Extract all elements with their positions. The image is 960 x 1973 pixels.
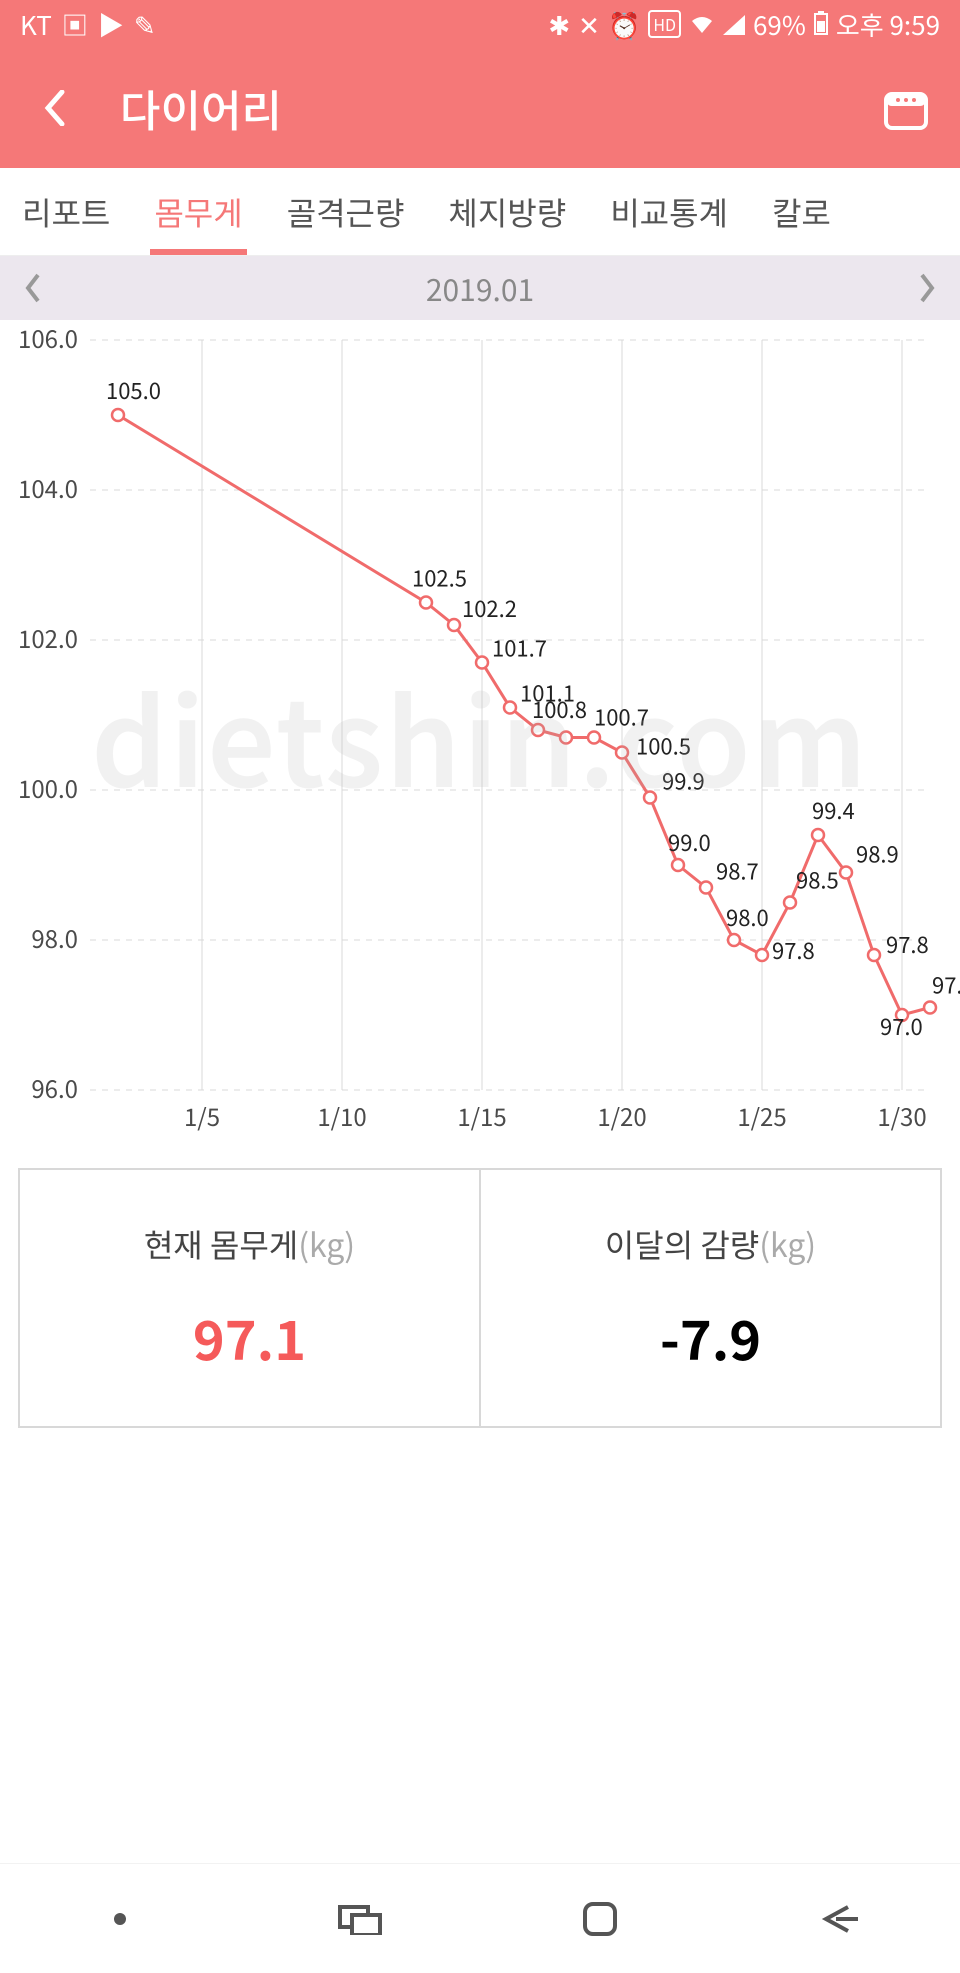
svg-text:105.0: 105.0 [106,374,161,406]
svg-text:98.9: 98.9 [856,838,899,870]
svg-text:97.1: 97.1 [932,969,960,1001]
svg-text:1/10: 1/10 [317,1098,366,1133]
tab-1[interactable]: 몸무게 [132,168,264,255]
gallery-icon: ▣ [62,6,88,43]
hd-icon: HD [648,10,681,38]
home-button[interactable] [570,1889,630,1949]
status-bar: KT ▣ ▶ ✎ ✱ ✕ ⏰ HD 69% 오후 9:59 [0,0,960,48]
mute-icon: ✕ [578,6,600,43]
svg-text:100.5: 100.5 [636,730,691,762]
svg-text:100.8: 100.8 [532,693,587,725]
tab-3[interactable]: 체지방량 [426,168,588,255]
weight-chart: 96.0 98.0 100.0 102.0 104.0 106.0 1/5 1/10 1/15 1… [0,320,960,1150]
svg-text:102.2: 102.2 [462,592,517,624]
calendar-button[interactable] [882,84,930,132]
feather-icon: ✎ [134,6,156,43]
svg-text:98.7: 98.7 [716,855,759,887]
tab-2[interactable]: 골격근량 [265,168,427,255]
svg-text:100.0: 100.0 [18,770,78,805]
svg-text:97.0: 97.0 [880,1010,923,1042]
current-weight-card: 현재 몸무게(kg) 97.1 [20,1170,481,1426]
prev-month-button[interactable] [24,262,42,314]
svg-text:101.7: 101.7 [492,632,547,664]
svg-text:97.8: 97.8 [886,928,929,960]
alarm-icon: ⏰ [608,6,640,43]
svg-text:106.0: 106.0 [18,320,78,355]
tab-0[interactable]: 리포트 [0,168,132,255]
svg-text:99.9: 99.9 [662,765,705,797]
tabs: 리포트몸무게골격근량체지방량비교통계칼로 [0,168,960,256]
app-header: 다이어리 [0,48,960,168]
month-delta-value: -7.9 [660,1297,761,1376]
svg-text:99.0: 99.0 [668,826,711,858]
page-title: 다이어리 [120,76,282,140]
svg-text:102.0: 102.0 [18,620,78,655]
month-delta-card: 이달의 감량(kg) -7.9 [481,1170,940,1426]
svg-text:96.0: 96.0 [31,1070,78,1105]
svg-text:1/5: 1/5 [184,1098,220,1133]
play-icon: ▶ [98,6,124,43]
android-nav-bar [0,1863,960,1973]
current-month-label: 2019.01 [426,266,534,310]
tab-4[interactable]: 비교통계 [588,168,750,255]
svg-text:100.7: 100.7 [594,701,649,733]
battery-pct: 69% [753,6,806,43]
svg-text:1/15: 1/15 [457,1098,506,1133]
signal-icon [723,6,745,43]
current-weight-label: 현재 몸무게 [144,1221,298,1267]
svg-text:1/30: 1/30 [877,1098,926,1133]
svg-text:102.5: 102.5 [412,562,467,594]
summary-panel: 현재 몸무게(kg) 97.1 이달의 감량(kg) -7.9 [18,1168,942,1428]
svg-text:99.4: 99.4 [812,794,855,826]
wifi-icon [689,6,715,43]
svg-text:98.0: 98.0 [31,920,78,955]
carrier-label: KT [20,6,52,43]
recents-button[interactable] [330,1889,390,1949]
svg-text:98.5: 98.5 [796,864,839,896]
svg-text:98.0: 98.0 [726,901,769,933]
svg-text:1/25: 1/25 [737,1098,786,1133]
back-button[interactable] [30,83,80,133]
android-back-button[interactable] [810,1889,870,1949]
assistant-dot-icon[interactable] [90,1889,150,1949]
svg-text:1/20: 1/20 [597,1098,646,1133]
month-delta-unit: (kg) [759,1221,816,1267]
current-weight-value: 97.1 [193,1297,306,1376]
bluetooth-icon: ✱ [548,6,570,43]
battery-icon [814,6,828,43]
current-weight-unit: (kg) [298,1221,355,1267]
svg-text:104.0: 104.0 [18,470,78,505]
next-month-button[interactable] [918,262,936,314]
date-navigator: 2019.01 [0,256,960,320]
clock-label: 오후 9:59 [836,6,940,43]
svg-text:97.8: 97.8 [772,934,815,966]
month-delta-label: 이달의 감량 [605,1221,759,1267]
tab-5[interactable]: 칼로 [750,168,853,255]
